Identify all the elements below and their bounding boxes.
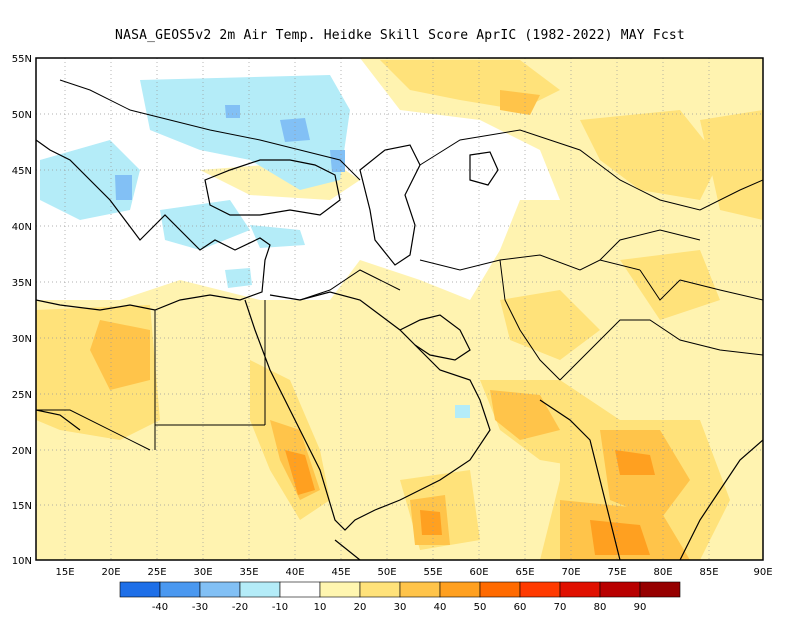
- lon-label: 65E: [515, 567, 534, 578]
- colorbar-swatch: [319, 581, 361, 598]
- lat-label: 10N: [12, 556, 32, 567]
- colorbar-swatch: [359, 581, 401, 598]
- colorbar-label: 80: [594, 602, 607, 613]
- colorbar-swatch: [159, 581, 201, 598]
- lon-label: 70E: [561, 567, 580, 578]
- lon-label: 75E: [607, 567, 626, 578]
- lon-label: 60E: [469, 567, 488, 578]
- lat-label: 50N: [12, 110, 32, 121]
- lon-label: 30E: [193, 567, 212, 578]
- borders: [36, 79, 763, 451]
- colorbar: -40 -30 -20 -10 10 20 30 40 50 60 70 80 90: [119, 581, 681, 613]
- colorbar-label: 70: [554, 602, 567, 613]
- colorbar-label: 30: [394, 602, 407, 613]
- lon-label: 85E: [699, 567, 718, 578]
- colorbar-swatch: [239, 581, 281, 598]
- colorbar-swatch: [439, 581, 481, 598]
- colorbar-swatch: [279, 581, 321, 598]
- coastlines: [36, 139, 763, 560]
- colorbar-label: 40: [434, 602, 447, 613]
- lat-label: 20N: [12, 446, 32, 457]
- lon-label: 45E: [331, 567, 350, 578]
- map-title: NASA_GEOS5v2 2m Air Temp. Heidke Skill S…: [115, 28, 685, 43]
- lon-axis: 15E 20E 25E 30E 35E 40E 45E 50E 55E 60E …: [55, 567, 772, 578]
- lon-label: 55E: [423, 567, 442, 578]
- colorbar-label: -10: [272, 602, 288, 613]
- colorbar-swatch: [639, 581, 681, 598]
- colorbar-swatch: [599, 581, 641, 598]
- shaded-field: [36, 58, 763, 560]
- colorbar-label: -30: [192, 602, 208, 613]
- lat-label: 25N: [12, 390, 32, 401]
- lon-label: 80E: [653, 567, 672, 578]
- lon-label: 50E: [377, 567, 396, 578]
- colorbar-swatch: [519, 581, 561, 598]
- lon-label: 25E: [147, 567, 166, 578]
- lat-label: 35N: [12, 278, 32, 289]
- colorbar-swatch: [399, 581, 441, 598]
- lon-label: 40E: [285, 567, 304, 578]
- lat-label: 55N: [12, 54, 32, 65]
- lon-label: 15E: [55, 567, 74, 578]
- lon-label: 35E: [239, 567, 258, 578]
- lat-label: 30N: [12, 334, 32, 345]
- lat-axis: 55N 50N 45N 40N 35N 30N 25N 20N 15N 10N: [12, 54, 32, 567]
- colorbar-label: 60: [514, 602, 527, 613]
- lat-label: 40N: [12, 222, 32, 233]
- colorbar-label: 10: [314, 602, 327, 613]
- lon-label: 20E: [101, 567, 120, 578]
- lat-label: 15N: [12, 501, 32, 512]
- lon-label: 90E: [753, 567, 772, 578]
- colorbar-label: 20: [354, 602, 367, 613]
- colorbar-label: 50: [474, 602, 487, 613]
- colorbar-swatch: [559, 581, 601, 598]
- colorbar-swatch: [199, 581, 241, 598]
- map-frame: [35, 57, 764, 561]
- lat-label: 45N: [12, 166, 32, 177]
- colorbar-label: 90: [634, 602, 647, 613]
- colorbar-swatch: [119, 581, 161, 598]
- colorbar-label: -20: [232, 602, 248, 613]
- colorbar-swatch: [479, 581, 521, 598]
- colorbar-label: -40: [152, 602, 168, 613]
